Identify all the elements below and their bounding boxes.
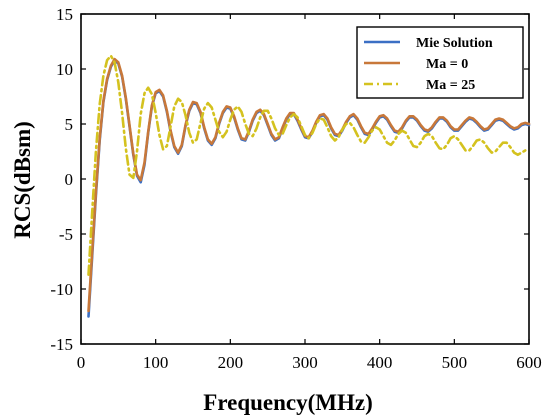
y-tick-label: -5 — [59, 225, 73, 244]
y-tick-label: 5 — [65, 115, 74, 134]
plot-area — [87, 54, 531, 318]
y-tick-label: -10 — [50, 280, 73, 299]
x-axis-title: Frequency(MHz) — [203, 390, 372, 415]
x-tick-label: 100 — [143, 353, 169, 372]
x-tick-label: 600 — [516, 353, 542, 372]
legend: Mie Solution Ma = 0 Ma = 25 — [356, 26, 524, 99]
y-tick-label: -15 — [50, 335, 73, 354]
axis-ticks: 0 100 200 300 400 500 600 -15 -10 -5 0 5 10 15 — [50, 5, 541, 372]
x-tick-label: 500 — [442, 353, 468, 372]
legend-label: Ma = 25 — [426, 78, 475, 93]
x-tick-label: 300 — [292, 353, 318, 372]
y-axis-title: RCS(dBsm) — [10, 121, 35, 239]
y-tick-label: 10 — [56, 60, 73, 79]
x-tick-label: 0 — [77, 353, 86, 372]
x-tick-label: 400 — [367, 353, 393, 372]
legend-label: Mie Solution — [416, 36, 493, 51]
legend-label: Ma = 0 — [426, 57, 468, 72]
x-tick-label: 200 — [218, 353, 244, 372]
y-tick-label: 15 — [56, 5, 73, 24]
series-line-2 — [87, 54, 531, 276]
y-tick-label: 0 — [65, 170, 74, 189]
